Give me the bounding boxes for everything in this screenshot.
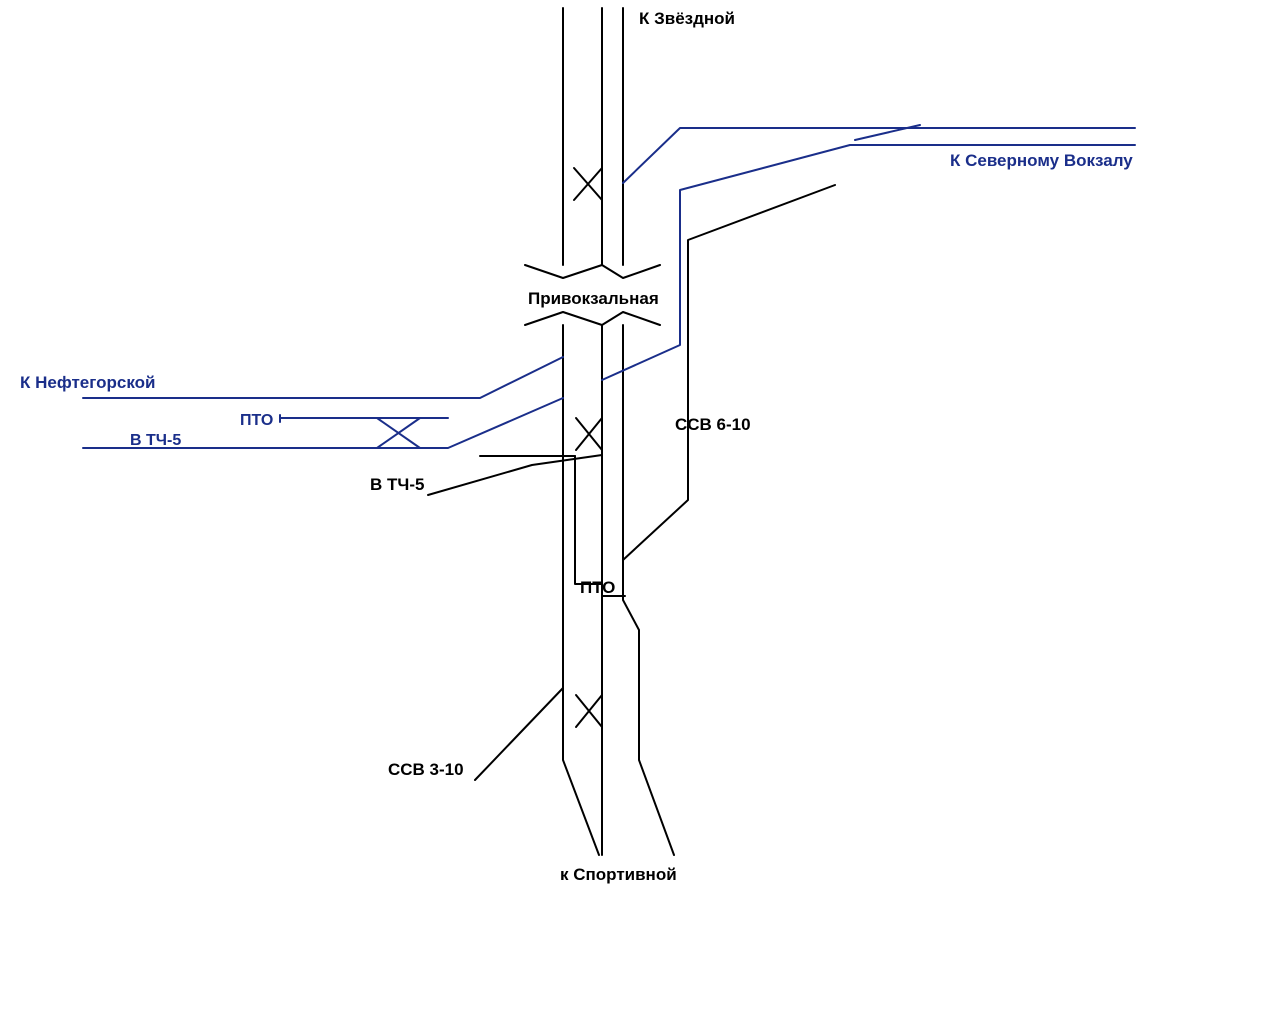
- track-segment: [574, 168, 602, 200]
- track-segment: [576, 418, 602, 450]
- track-segment: [576, 695, 602, 727]
- track-segment: [623, 185, 835, 560]
- label-to_neftegorskoy: К Нефтегорской: [20, 373, 155, 392]
- track-segment: [525, 265, 660, 278]
- track-segment: [377, 418, 420, 448]
- track-diagram: К Звёздной К Северному Вокзалу Привокзальн…: [0, 0, 1280, 1024]
- track-segment: [575, 456, 602, 584]
- label-v_tch5_black: В ТЧ-5: [370, 475, 424, 494]
- label-to_zvezdnoy: К Звёздной: [639, 9, 735, 28]
- track-segment: [525, 312, 660, 325]
- track-segment: [623, 325, 674, 855]
- label-to_sportivnoy: к Спортивной: [560, 865, 677, 884]
- label-v_tch5_blue: В ТЧ-5: [130, 432, 181, 449]
- label-ssv_6_10: ССВ 6-10: [675, 415, 751, 434]
- track-segment: [475, 688, 563, 780]
- label-to_sev_vokzal: К Северному Вокзалу: [950, 151, 1133, 170]
- label-pto_black: ПТО: [580, 578, 615, 597]
- label-ssv_3_10: ССВ 3-10: [388, 760, 464, 779]
- label-pto_blue: ПТО: [240, 412, 273, 429]
- track-segment: [602, 145, 1135, 380]
- label-privokzalnaya: Привокзальная: [528, 289, 659, 308]
